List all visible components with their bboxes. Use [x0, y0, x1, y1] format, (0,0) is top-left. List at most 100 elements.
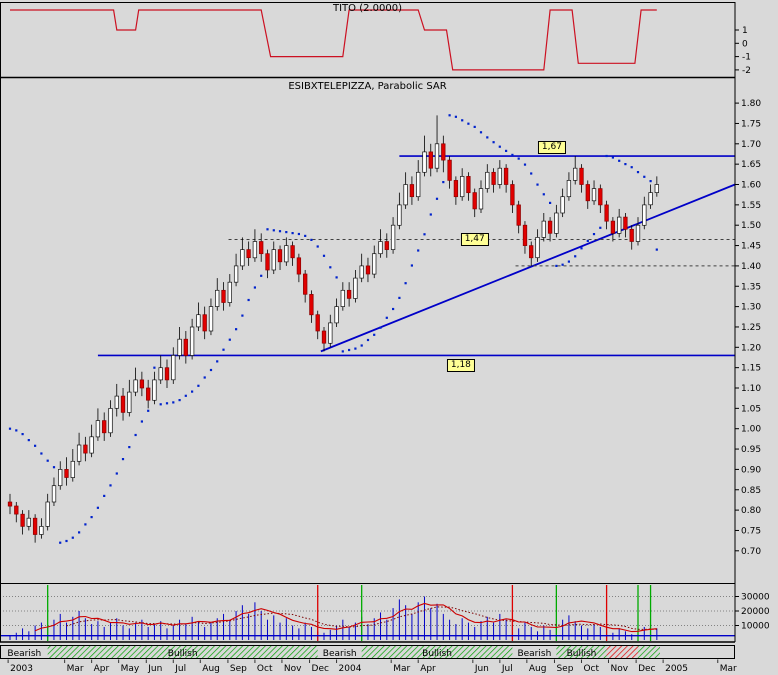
candle-body	[309, 294, 314, 316]
x-axis-label: Dec	[312, 664, 329, 674]
candle-body	[45, 501, 50, 527]
candle-body	[372, 253, 377, 275]
sar-dot	[165, 402, 169, 405]
candle-body	[7, 501, 13, 507]
candle-body	[629, 228, 634, 242]
candle-body	[434, 143, 440, 169]
sar-dot	[530, 172, 533, 175]
sar-dot	[517, 157, 520, 160]
sar-dot	[454, 115, 457, 118]
price-axis-label: 1.50	[741, 221, 761, 231]
candle-body	[485, 171, 490, 189]
candle-body	[196, 314, 201, 328]
candle-body	[32, 517, 38, 535]
candle-body	[303, 273, 308, 295]
candle-body	[554, 212, 559, 234]
candle-body	[208, 306, 214, 332]
sar-dot	[473, 125, 476, 128]
candle-body	[623, 216, 628, 230]
sar-dot	[209, 368, 213, 372]
sar-dot	[134, 433, 137, 437]
price-axis-label: 1.55	[741, 201, 761, 211]
price-flag-167[interactable]: 1,67	[537, 141, 566, 154]
candle-body	[566, 180, 572, 198]
price-axis-label: 0.70	[741, 547, 761, 557]
candle-body	[541, 220, 546, 238]
sar-dot	[448, 114, 451, 117]
candle-body	[227, 281, 232, 303]
candle-body	[51, 485, 57, 503]
candle-body	[114, 395, 119, 409]
price-axis-label: 1.30	[741, 303, 761, 313]
x-axis-label: 2004	[339, 664, 362, 674]
candle-body	[152, 379, 157, 401]
candle-body	[265, 253, 270, 271]
price-axis-label: 0.75	[741, 526, 761, 536]
sar-dot	[197, 384, 200, 387]
x-axis-label: Apr	[420, 664, 436, 674]
candle-body	[290, 245, 295, 259]
candle-body	[522, 224, 528, 246]
candle-body	[139, 379, 145, 389]
volume-axis-label: 20000	[741, 607, 770, 617]
price-axis-label: 1.80	[741, 99, 761, 109]
ribbon-bullish-segment	[47, 645, 318, 659]
sar-dot	[580, 247, 583, 250]
sar-dot	[335, 276, 338, 279]
price-flag-118[interactable]: 1,18	[446, 359, 475, 373]
x-axis-label: Dec	[638, 664, 655, 674]
x-axis-label: Oct	[583, 664, 599, 674]
candle-body	[460, 176, 465, 198]
sar-dot	[492, 141, 495, 144]
price-flag-147[interactable]: 1,47	[460, 233, 489, 247]
sar-dot	[486, 136, 489, 139]
sar-dot	[385, 316, 388, 319]
candle-body	[516, 204, 521, 226]
sar-dot	[46, 459, 49, 462]
x-axis-label: May	[121, 664, 140, 674]
candle-body	[585, 184, 590, 202]
sar-dot	[103, 494, 106, 497]
sar-dot	[115, 472, 118, 475]
sar-dot	[203, 376, 206, 379]
sar-dot	[555, 264, 558, 267]
sar-dot	[366, 338, 370, 342]
sar-dot	[291, 232, 294, 235]
sar-dot	[379, 326, 382, 329]
candle-body	[472, 192, 477, 210]
candle-body	[277, 249, 283, 263]
candle-body	[403, 184, 408, 206]
candle-body	[321, 330, 327, 344]
price-axis-label: 0.95	[741, 445, 761, 455]
candle-body	[497, 167, 502, 185]
ribbon-bullish-segment	[556, 645, 607, 659]
sar-dot	[191, 390, 194, 393]
price-axis-label: 1.70	[741, 140, 761, 150]
ribbon-label: Bearish	[323, 649, 357, 659]
sar-dot	[278, 230, 282, 233]
candle-body	[83, 444, 88, 454]
volume-ma-fast-line	[34, 602, 657, 633]
candle-body	[334, 306, 339, 324]
sar-dot	[461, 119, 464, 122]
price-axis-label: 1.15	[741, 364, 761, 374]
sar-dot	[479, 131, 483, 134]
candle-body	[108, 408, 113, 434]
x-axis-label: Jul	[174, 664, 186, 674]
sar-dot	[392, 307, 395, 311]
x-axis-label: Apr	[94, 664, 110, 674]
sar-dot	[253, 286, 256, 289]
sar-dot	[235, 328, 238, 331]
sar-dot	[442, 181, 445, 184]
candle-body	[189, 326, 195, 356]
ribbon-bullish-segment	[638, 645, 660, 659]
candle-body	[39, 526, 44, 535]
sar-dot	[429, 213, 432, 216]
sar-dot	[247, 298, 250, 302]
candle-body	[240, 249, 245, 267]
candle-body	[64, 469, 69, 478]
sar-dot	[398, 296, 401, 299]
sar-dot	[266, 228, 269, 231]
candle-body	[102, 420, 107, 434]
